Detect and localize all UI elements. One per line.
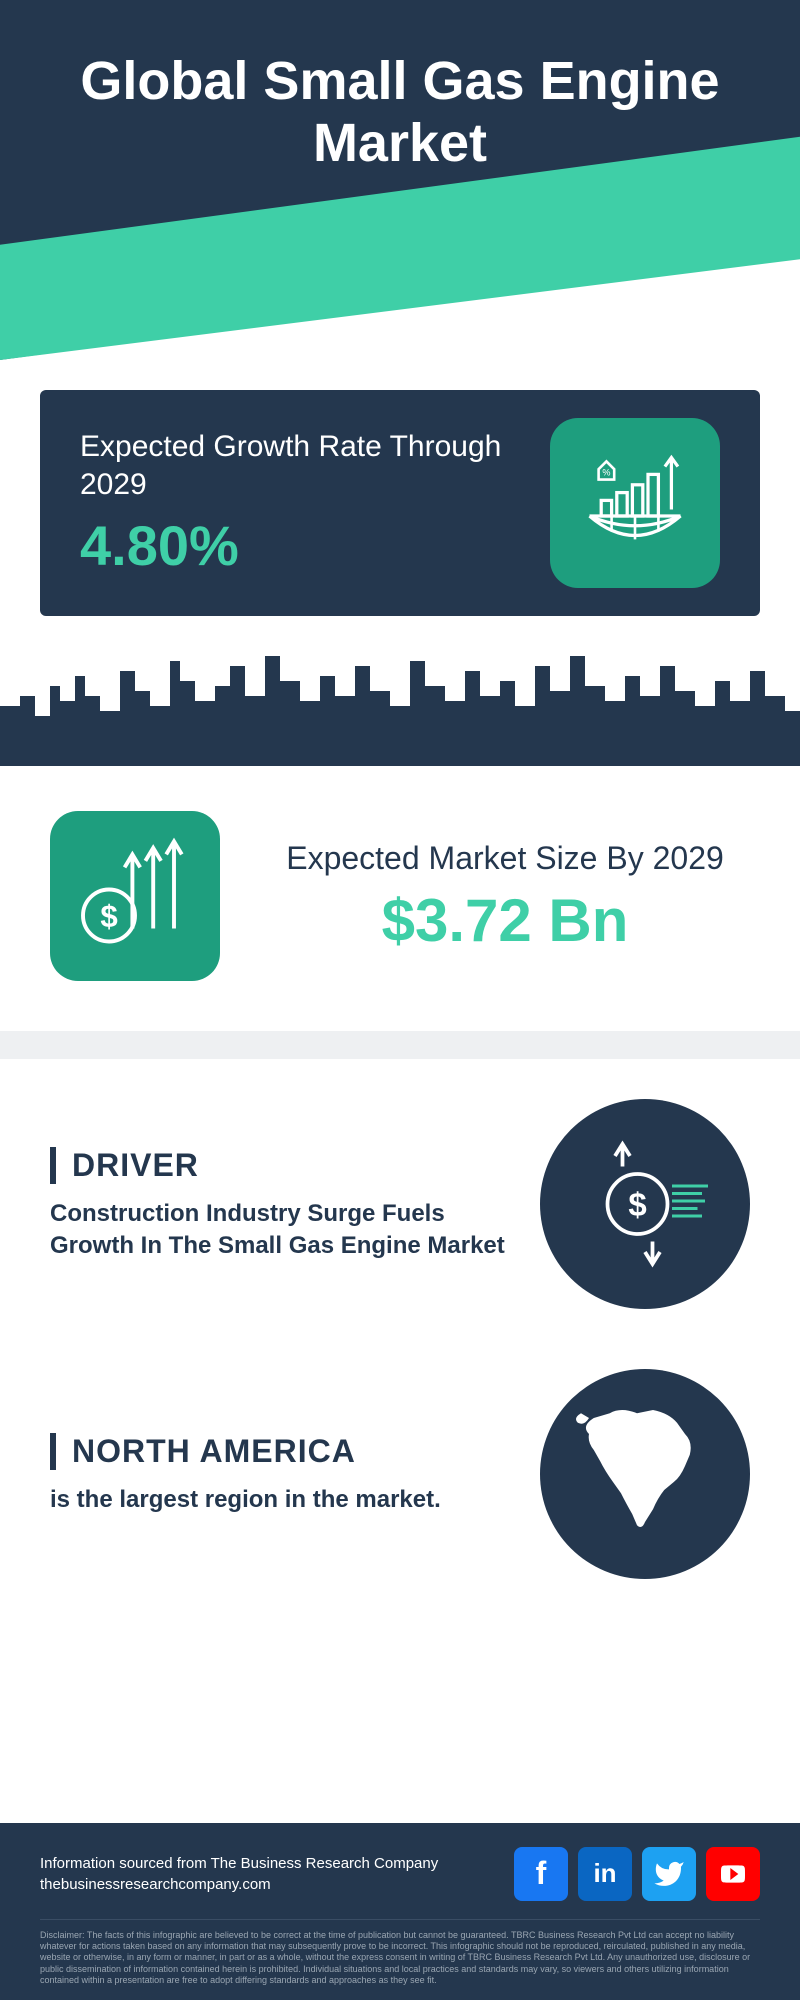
driver-body: Construction Industry Surge Fuels Growth… — [50, 1198, 510, 1260]
linkedin-icon[interactable]: in — [578, 1847, 632, 1901]
region-body: is the largest region in the market. — [50, 1484, 510, 1515]
social-icons-row: f in — [514, 1847, 760, 1901]
facebook-icon[interactable]: f — [514, 1847, 568, 1901]
driver-row: DRIVER Construction Industry Surge Fuels… — [0, 1059, 800, 1329]
section-divider — [0, 1031, 800, 1059]
footer-top-row: Information sourced from The Business Re… — [40, 1847, 760, 1901]
growth-chart-icon: % — [550, 418, 720, 588]
growth-rate-value: 4.80% — [80, 513, 550, 578]
footer-source: Information sourced from The Business Re… — [40, 1853, 438, 1895]
driver-heading: DRIVER — [50, 1147, 510, 1184]
growth-rate-text: Expected Growth Rate Through 2029 4.80% — [80, 428, 550, 578]
money-flow-icon: $ — [540, 1099, 750, 1309]
header-section: Global Small Gas Engine Market — [0, 0, 800, 360]
driver-text: DRIVER Construction Industry Surge Fuels… — [50, 1147, 510, 1260]
footer: Information sourced from The Business Re… — [0, 1823, 800, 2000]
source-line-1: Information sourced from The Business Re… — [40, 1853, 438, 1874]
market-size-text: Expected Market Size By 2029 $3.72 Bn — [260, 838, 750, 955]
source-line-2: thebusinessresearchcompany.com — [40, 1874, 438, 1895]
linkedin-glyph: in — [593, 1858, 616, 1889]
market-size-value: $3.72 Bn — [260, 886, 750, 955]
region-text: NORTH AMERICA is the largest region in t… — [50, 1433, 510, 1515]
region-heading: NORTH AMERICA — [50, 1433, 510, 1470]
youtube-icon[interactable] — [706, 1847, 760, 1901]
twitter-icon[interactable] — [642, 1847, 696, 1901]
growth-rate-label: Expected Growth Rate Through 2029 — [80, 428, 550, 503]
facebook-glyph: f — [536, 1855, 547, 1892]
svg-text:%: % — [602, 468, 610, 478]
region-row: NORTH AMERICA is the largest region in t… — [0, 1329, 800, 1599]
dollar-arrows-icon: $ — [50, 811, 220, 981]
growth-rate-block: Expected Growth Rate Through 2029 4.80% … — [40, 390, 760, 616]
svg-text:$: $ — [628, 1186, 646, 1223]
svg-text:$: $ — [100, 899, 117, 934]
market-size-block: $ Expected Market Size By 2029 $3.72 Bn — [0, 771, 800, 1031]
market-size-label: Expected Market Size By 2029 — [260, 838, 750, 878]
page-title: Global Small Gas Engine Market — [0, 0, 800, 174]
skyline-divider — [0, 646, 800, 766]
disclaimer-text: Disclaimer: The facts of this infographi… — [40, 1919, 760, 1986]
north-america-map-icon — [540, 1369, 750, 1579]
